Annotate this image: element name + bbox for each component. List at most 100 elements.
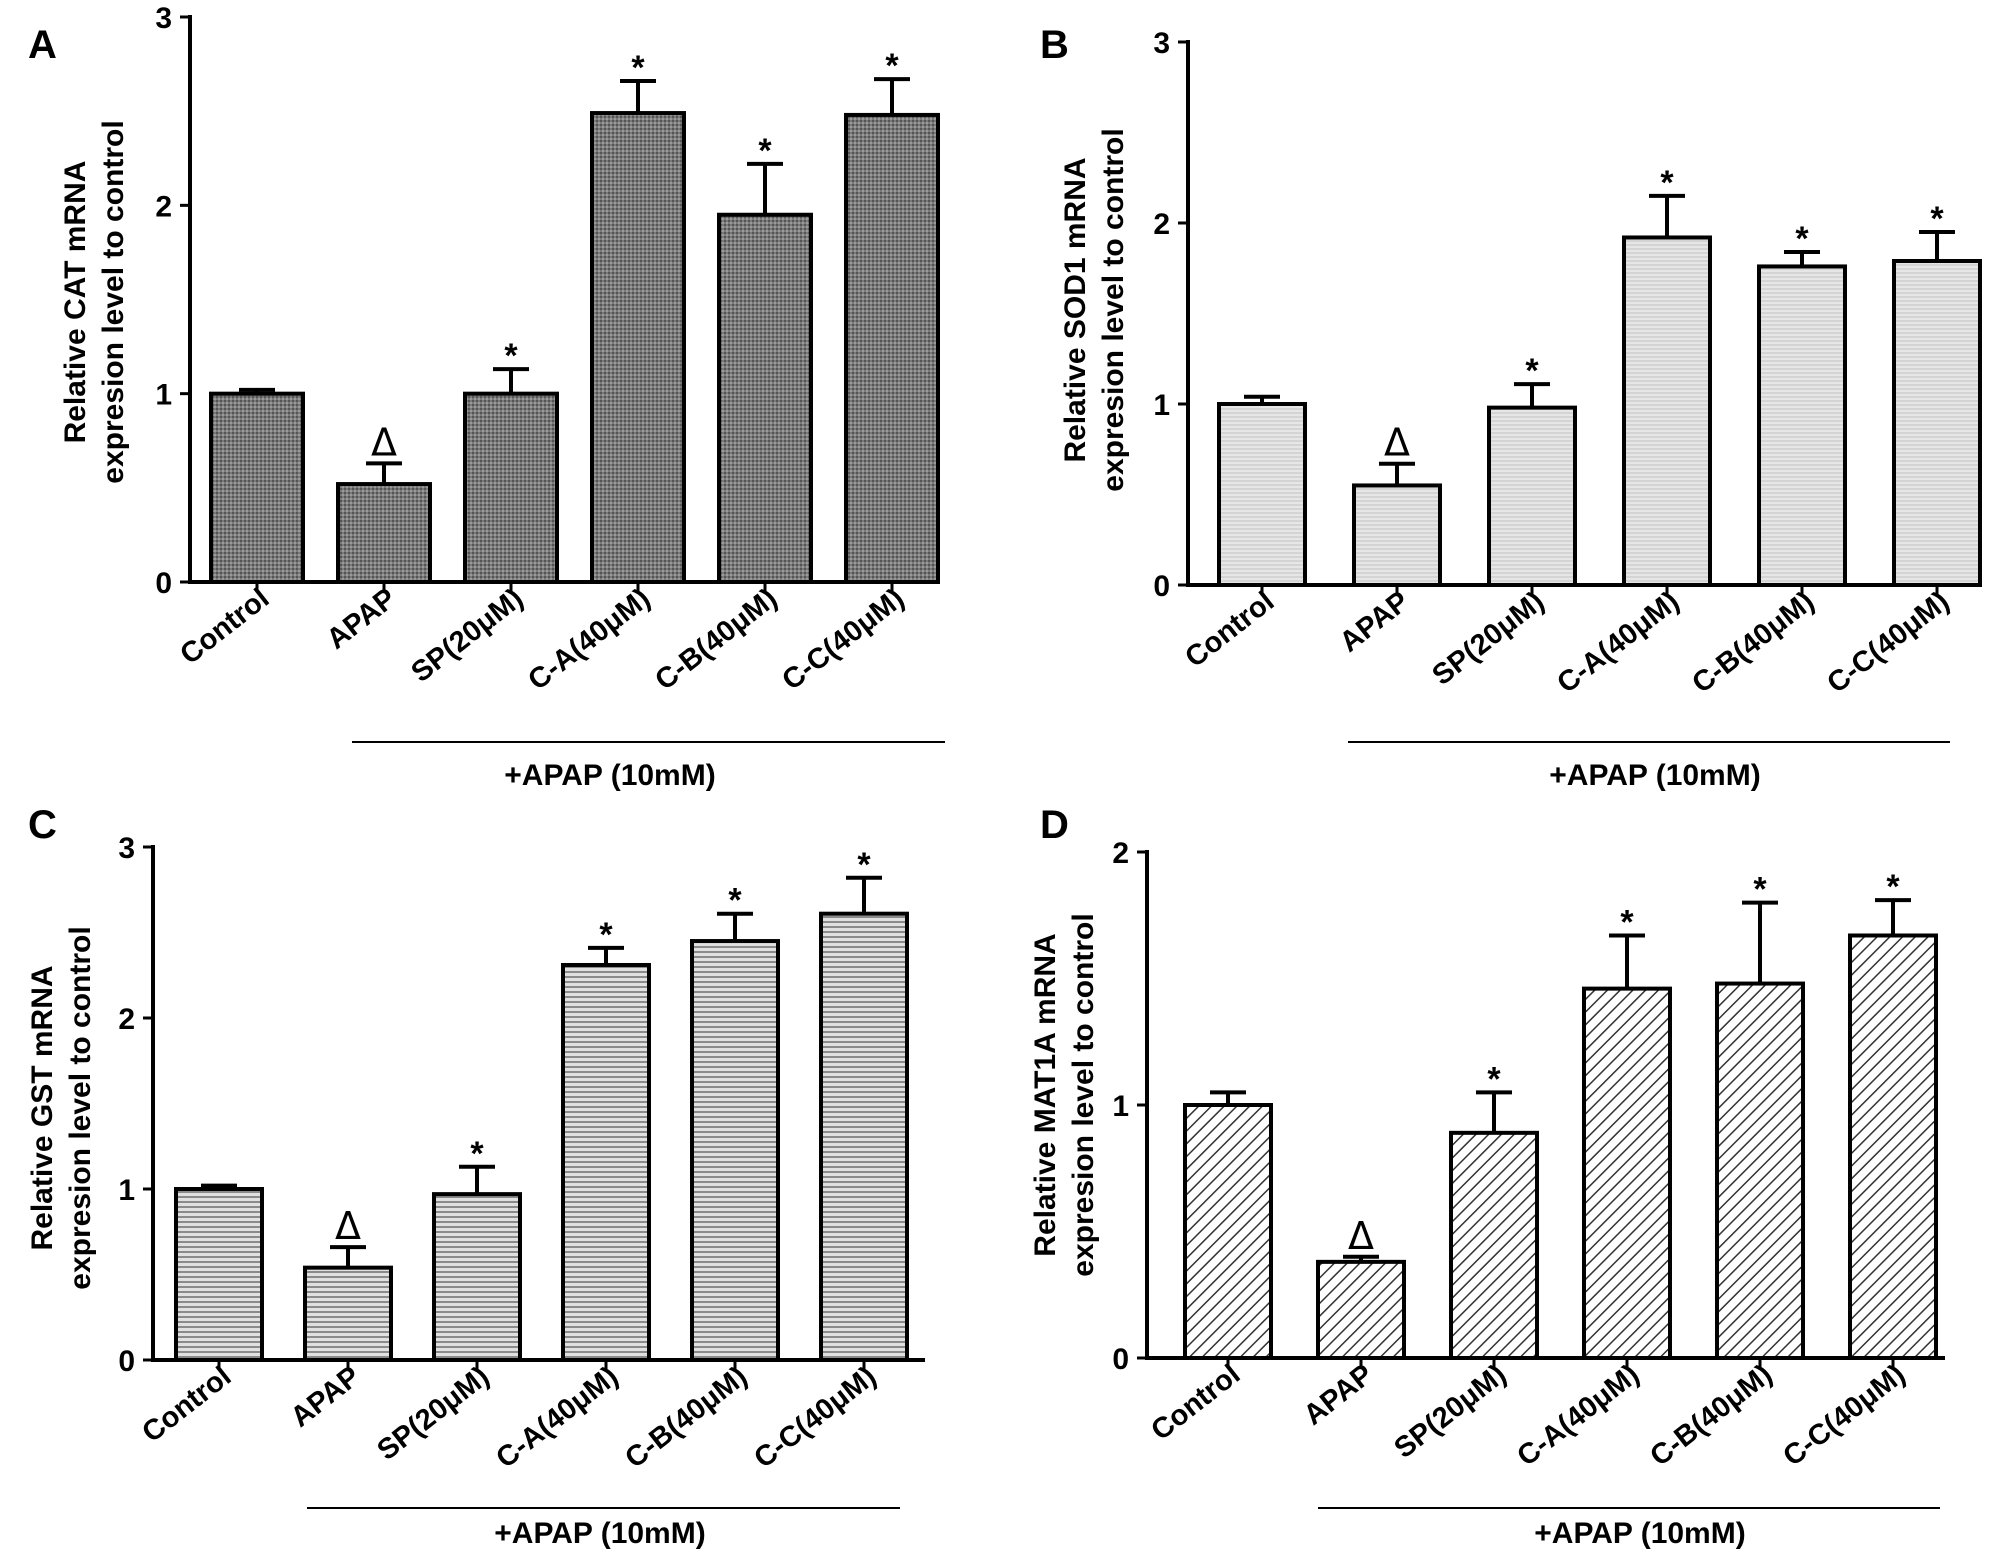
plot-d: 0 1 2 Control APAP Δ SP(20μM) * C-A(40μM) * C-B(40…: [1112, 837, 1945, 1509]
category-label-b-1: APAP: [1334, 585, 1415, 658]
significance-marker-c-3: *: [599, 916, 613, 954]
y-tick-label-b-3: 3: [1153, 27, 1170, 60]
bar-c-1: [303, 1265, 393, 1363]
y-tick-label-c-0: 0: [118, 1345, 135, 1378]
bar-d-5: [1848, 933, 1938, 1360]
plot-a: 0 1 2 3 Control APAP Δ SP(20μM) * C-A(40μM) * C-B(4…: [155, 2, 945, 743]
y-tick-label-c-1: 1: [118, 1174, 135, 1207]
category-label-a-2: SP(20μM): [405, 582, 529, 689]
panel-letter-d: D: [1040, 803, 1069, 847]
panel-b: B Relative SOD1 mRNA expresion level to …: [1040, 23, 1982, 792]
plot-c: 0 1 2 3 Control APAP Δ SP(20μM) * C-A(40μM) * C-B(4…: [118, 832, 925, 1509]
bar-c-4: [690, 939, 780, 1362]
bar-b-0: [1217, 402, 1307, 587]
category-label-b-0: Control: [1179, 585, 1280, 674]
category-label-d-5: C-C(40μM): [1777, 1358, 1911, 1472]
significance-marker-d-5: *: [1886, 868, 1900, 906]
category-label-d-1: APAP: [1298, 1358, 1379, 1431]
significance-marker-b-2: *: [1525, 352, 1539, 390]
category-label-d-4: C-B(40μM): [1644, 1358, 1778, 1472]
bar-b-2: [1487, 405, 1577, 587]
category-label-d-3: C-A(40μM): [1511, 1358, 1645, 1472]
y-tick-label-b-0: 0: [1153, 570, 1170, 603]
bar-d-2: [1449, 1130, 1539, 1360]
y-axis-title-d-line1: Relative MAT1A mRNA: [1029, 933, 1062, 1256]
y-axis-title-c-line1: Relative GST mRNA: [26, 965, 59, 1250]
y-tick-label-d-2: 2: [1112, 837, 1129, 870]
bar-c-3: [561, 962, 651, 1362]
bar-c-0: [174, 1187, 264, 1362]
group-label-b: +APAP (10mM): [1549, 759, 1760, 792]
bar-a-2: [463, 391, 559, 584]
category-label-a-4: C-B(40μM): [649, 582, 783, 696]
bar-b-1: [1352, 483, 1442, 588]
y-axis-title-b-line2: expresion level to control: [1097, 128, 1130, 491]
y-tick-label-a-0: 0: [155, 567, 172, 600]
category-label-c-2: SP(20μM): [371, 1360, 495, 1467]
bar-a-5: [844, 112, 940, 585]
bar-d-3: [1582, 986, 1672, 1360]
panel-a: A Relative CAT mRNA expresion level to c…: [28, 2, 945, 792]
significance-marker-d-4: *: [1753, 871, 1767, 909]
category-label-a-5: C-C(40μM): [776, 582, 910, 696]
bar-b-5: [1892, 259, 1982, 587]
group-label-c: +APAP (10mM): [494, 1517, 705, 1550]
category-label-c-0: Control: [136, 1360, 237, 1449]
delta-marker-a-1: Δ: [371, 420, 397, 464]
category-label-a-0: Control: [174, 582, 275, 671]
panel-letter-a: A: [28, 23, 57, 67]
y-tick-label-a-1: 1: [155, 379, 172, 412]
category-label-a-3: C-A(40μM): [522, 582, 656, 696]
significance-marker-a-4: *: [758, 132, 772, 170]
y-tick-label-c-3: 3: [118, 832, 135, 865]
y-axis-title-a-line2: expresion level to control: [97, 120, 130, 483]
group-label-a: +APAP (10mM): [504, 759, 715, 792]
significance-marker-b-5: *: [1930, 200, 1944, 238]
significance-marker-c-2: *: [470, 1135, 484, 1173]
y-axis-title-a-line1: Relative CAT mRNA: [59, 161, 92, 444]
y-axis-title-d-line2: expresion level to control: [1067, 913, 1100, 1276]
significance-marker-d-2: *: [1487, 1060, 1501, 1098]
panel-letter-b: B: [1040, 23, 1069, 67]
bar-a-4: [717, 212, 813, 584]
y-tick-label-d-0: 0: [1112, 1343, 1129, 1376]
significance-marker-c-4: *: [728, 882, 742, 920]
y-axis-title-b-line1: Relative SOD1 mRNA: [1059, 157, 1092, 462]
y-tick-label-c-2: 2: [118, 1003, 135, 1036]
bar-c-2: [432, 1192, 522, 1362]
y-tick-label-a-3: 3: [155, 2, 172, 35]
y-tick-label-d-1: 1: [1112, 1090, 1129, 1123]
category-label-c-5: C-C(40μM): [748, 1360, 882, 1474]
category-label-b-3: C-A(40μM): [1551, 585, 1685, 699]
y-tick-label-b-1: 1: [1153, 389, 1170, 422]
panel-d: D Relative MAT1A mRNA expresion level to…: [1029, 803, 1945, 1550]
panel-letter-c: C: [28, 803, 57, 847]
category-label-c-4: C-B(40μM): [619, 1360, 753, 1474]
bar-d-0: [1183, 1103, 1273, 1360]
group-label-d: +APAP (10mM): [1534, 1517, 1745, 1550]
category-label-b-2: SP(20μM): [1426, 585, 1550, 692]
category-label-b-5: C-C(40μM): [1821, 585, 1955, 699]
bar-b-4: [1757, 264, 1847, 587]
category-label-b-4: C-B(40μM): [1686, 585, 1820, 699]
bar-d-4: [1715, 981, 1805, 1360]
category-label-c-3: C-A(40μM): [490, 1360, 624, 1474]
y-axis-title-c-line2: expresion level to control: [64, 926, 97, 1289]
bar-c-5: [819, 911, 909, 1362]
significance-marker-a-5: *: [885, 47, 899, 85]
significance-marker-a-3: *: [631, 49, 645, 87]
plot-b: 0 1 2 3 Control APAP Δ SP(20μM) * C-A(40μM) * C-B(4…: [1153, 27, 1982, 743]
category-label-a-1: APAP: [321, 582, 402, 655]
significance-marker-c-5: *: [857, 846, 871, 884]
bar-d-1: [1316, 1259, 1406, 1360]
significance-marker-b-3: *: [1660, 164, 1674, 202]
category-label-d-2: SP(20μM): [1388, 1358, 1512, 1465]
bar-b-3: [1622, 235, 1712, 587]
bar-a-3: [590, 111, 686, 585]
delta-marker-b-1: Δ: [1384, 421, 1410, 465]
delta-marker-d-1: Δ: [1348, 1214, 1374, 1258]
category-label-d-0: Control: [1145, 1358, 1246, 1447]
bar-a-0: [209, 391, 305, 584]
y-tick-label-a-2: 2: [155, 190, 172, 223]
